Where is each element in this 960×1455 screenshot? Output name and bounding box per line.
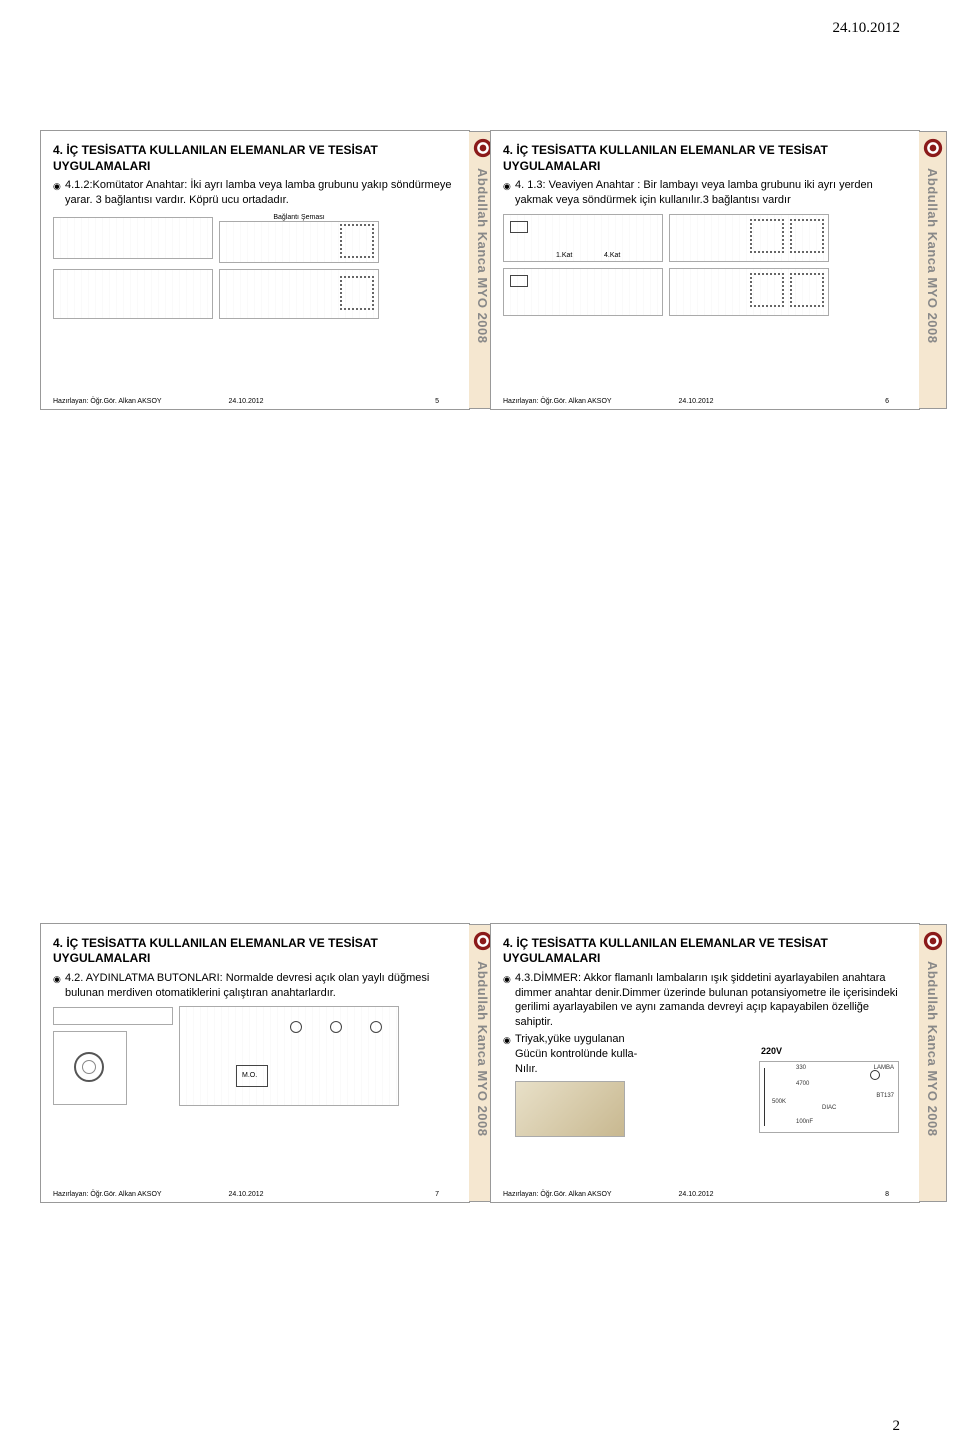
slide-date: 24.10.2012: [182, 398, 311, 405]
diagram-left-top: [53, 217, 213, 259]
slide-body-text: 4. 1.3: Veaviyen Anahtar : Bir lambayı v…: [515, 178, 907, 208]
slide-footer: Hazırlayan: Öğr.Gör. Alkan AKSOY 24.10.2…: [53, 398, 439, 405]
slide-body-text-4: Nılır.: [503, 1062, 755, 1077]
button-diagram-top: [53, 1007, 173, 1025]
page-footer-number: 2: [893, 1418, 901, 1435]
wiring-diagram: Bağlantı Şeması: [53, 214, 457, 319]
slide-title: 4. İÇ TESİSATTA KULLANILAN ELEMANLAR VE …: [503, 936, 907, 967]
schem-c1: 100nF: [796, 1118, 813, 1126]
schem-diac: DIAC: [822, 1104, 836, 1112]
mo-circuit-diagram: M.O.: [179, 1006, 399, 1106]
mo-label: M.O.: [242, 1072, 257, 1079]
slide-number: 8: [760, 1191, 889, 1198]
side-strip: Abdullah Kanca MYO 2008: [919, 924, 947, 1202]
slide-body-text-1: 4.3.DİMMER: Akkor flamanlı lambaların ış…: [515, 971, 907, 1030]
slide-footer: Hazırlayan: Öğr.Gör. Alkan AKSOY 24.10.2…: [503, 398, 889, 405]
slide-date: 24.10.2012: [632, 1191, 761, 1198]
voltage-label: 220V: [761, 1045, 782, 1057]
slide-number: 7: [310, 1191, 439, 1198]
slide-7: Abdullah Kanca MYO 2008 4. İÇ TESİSATTA …: [40, 923, 470, 1203]
prepared-by: Hazırlayan: Öğr.Gör. Alkan AKSOY: [503, 1191, 632, 1198]
diagram-right-bottom: [669, 268, 829, 316]
slide-8: Abdullah Kanca MYO 2008 4. İÇ TESİSATTA …: [490, 923, 920, 1203]
diagram-left-bottom: [53, 269, 213, 319]
slide-body-text: 4.2. AYDINLATMA BUTONLARI: Normalde devr…: [65, 971, 457, 1001]
university-logo-icon: [923, 931, 943, 951]
slide-body: 4.2. AYDINLATMA BUTONLARI: Normalde devr…: [53, 971, 457, 1001]
bullet-icon: [503, 178, 515, 208]
prepared-by: Hazırlayan: Öğr.Gör. Alkan AKSOY: [503, 398, 632, 405]
page-header-date: 24.10.2012: [833, 20, 901, 37]
slide-body: 4.3.DİMMER: Akkor flamanlı lambaların ış…: [503, 971, 907, 1137]
strip-text: Abdullah Kanca MYO 2008: [925, 961, 940, 1137]
diagram-caption: Bağlantı Şeması: [219, 214, 379, 221]
slide-5: Abdullah Kanca MYO 2008 4. İÇ TESİSATTA …: [40, 130, 470, 410]
diagram-left-top: 1.Kat 4.Kat: [503, 214, 663, 262]
wiring-diagram: 1.Kat 4.Kat: [503, 214, 907, 316]
dimmer-schematic: LAMBA 330 4700 500K 100nF BT137 DIAC: [759, 1061, 899, 1133]
diagram-right-top: [669, 214, 829, 262]
slide-body: 4.1.2:Komütator Anahtar: İki ayrı lamba …: [53, 178, 457, 208]
slide-title: 4. İÇ TESİSATTA KULLANILAN ELEMANLAR VE …: [53, 143, 457, 174]
slide-title: 4. İÇ TESİSATTA KULLANILAN ELEMANLAR VE …: [53, 936, 457, 967]
slide-6: Abdullah Kanca MYO 2008 4. İÇ TESİSATTA …: [490, 130, 920, 410]
diagram-right-top: [219, 221, 379, 263]
strip-text: Abdullah Kanca MYO 2008: [925, 168, 940, 344]
prepared-by: Hazırlayan: Öğr.Gör. Alkan AKSOY: [53, 1191, 182, 1198]
diagram-right-bottom: [219, 269, 379, 319]
bullet-icon: [503, 1032, 515, 1047]
kat1-label: 1.Kat: [556, 252, 572, 259]
wiring-diagram: M.O.: [53, 1006, 457, 1106]
bullet-icon: [53, 178, 65, 208]
prepared-by: Hazırlayan: Öğr.Gör. Alkan AKSOY: [53, 398, 182, 405]
push-button-icon: [74, 1052, 104, 1082]
bullet-icon: [53, 971, 65, 1001]
schem-r2: 4700: [796, 1080, 809, 1088]
slide-date: 24.10.2012: [182, 1191, 311, 1198]
button-diagram-photo: [53, 1031, 127, 1105]
side-strip: Abdullah Kanca MYO 2008: [919, 131, 947, 409]
slide-date: 24.10.2012: [632, 398, 761, 405]
slide-body-text-2: Triyak,yüke uygulanan: [515, 1032, 625, 1047]
slide-footer: Hazırlayan: Öğr.Gör. Alkan AKSOY 24.10.2…: [53, 1191, 439, 1198]
slide-body: 4. 1.3: Veaviyen Anahtar : Bir lambayı v…: [503, 178, 907, 208]
slide-number: 5: [310, 398, 439, 405]
slide-title: 4. İÇ TESİSATTA KULLANILAN ELEMANLAR VE …: [503, 143, 907, 174]
university-logo-icon: [923, 138, 943, 158]
kat2-label: 4.Kat: [604, 252, 620, 259]
diagram-left-bottom: [503, 268, 663, 316]
schem-triac: BT137: [876, 1092, 894, 1100]
slide-body-text-3: Gücün kontrolünde kulla-: [503, 1047, 755, 1062]
schem-r1: 330: [796, 1064, 806, 1072]
slides-grid: Abdullah Kanca MYO 2008 4. İÇ TESİSATTA …: [40, 130, 920, 1375]
bullet-icon: [503, 971, 515, 1030]
slide-footer: Hazırlayan: Öğr.Gör. Alkan AKSOY 24.10.2…: [503, 1191, 889, 1198]
strip-text: Abdullah Kanca MYO 2008: [475, 961, 490, 1137]
slide-number: 6: [760, 398, 889, 405]
slide-body-text: 4.1.2:Komütator Anahtar: İki ayrı lamba …: [65, 178, 457, 208]
dimmer-photo: [515, 1081, 625, 1137]
strip-text: Abdullah Kanca MYO 2008: [475, 168, 490, 344]
